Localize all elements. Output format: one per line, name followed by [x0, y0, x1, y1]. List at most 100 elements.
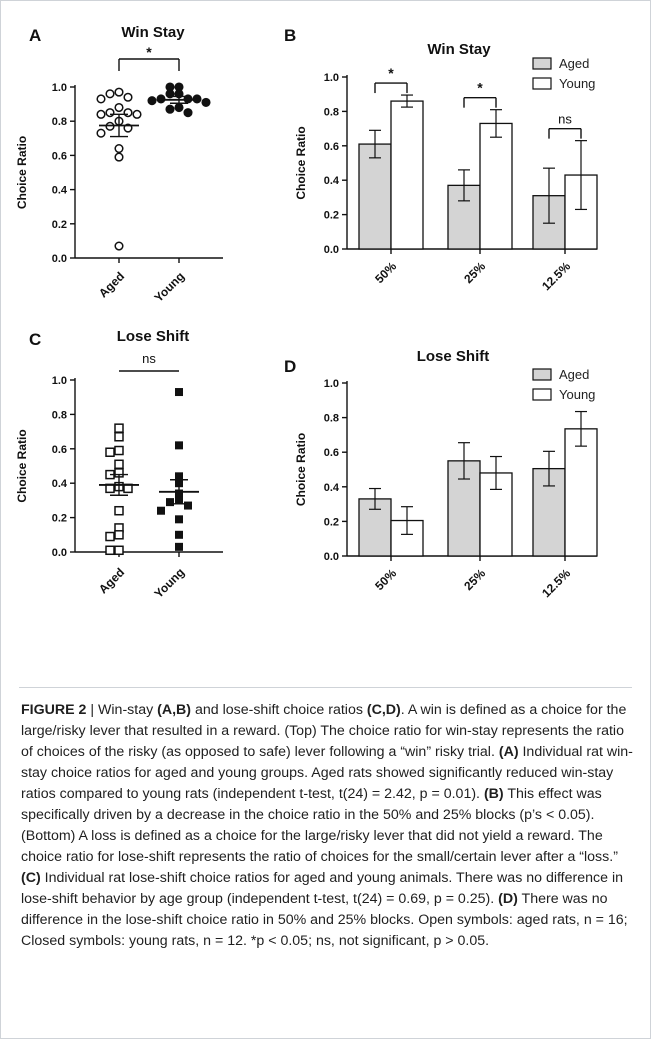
data-point: [114, 152, 124, 162]
significance-label: ns: [558, 112, 572, 127]
caption-segment: (C): [21, 870, 41, 886]
y-tick-label: 0.0: [52, 547, 67, 559]
y-tick-label: 0.0: [324, 551, 339, 563]
panel-letter-b: B: [284, 26, 296, 45]
data-point: [175, 472, 183, 481]
caption-separator: |: [86, 702, 99, 718]
y-tick-label: 0.6: [324, 141, 339, 153]
caption-segment: (B): [483, 786, 504, 802]
data-point: [114, 102, 124, 113]
panel-letter-a: A: [29, 26, 41, 45]
data-point: [132, 109, 142, 119]
y-tick-label: 0.4: [52, 185, 68, 197]
data-point: [175, 542, 183, 551]
data-point: [123, 92, 133, 102]
bar-aged: [358, 143, 392, 250]
caption-segment: There was no difference in the lose-shif…: [21, 891, 628, 949]
data-point: [175, 530, 183, 539]
legend-swatch-aged: [532, 368, 552, 381]
y-tick-label: 0.2: [324, 210, 339, 222]
data-point: [114, 445, 124, 456]
caption-segment: (A): [498, 744, 519, 760]
significance-label: *: [477, 80, 483, 96]
y-tick-label: 0.8: [324, 413, 339, 425]
y-tick-label: 1.0: [324, 378, 339, 390]
legend-swatch-young: [532, 388, 552, 401]
caption-segment: Win-stay: [98, 702, 158, 718]
data-point: [184, 501, 192, 510]
panel-letter-d: D: [284, 357, 296, 376]
x-tick-label: 50%: [372, 259, 399, 286]
data-point: [157, 506, 165, 515]
data-point: [201, 97, 211, 107]
data-point: [105, 545, 115, 556]
x-tick-label: Aged: [96, 269, 127, 300]
y-axis-label: Choice Ratio: [15, 429, 29, 502]
data-point: [114, 432, 124, 442]
y-axis-label: Choice Ratio: [294, 433, 308, 506]
data-point: [114, 459, 124, 470]
x-tick-label: 12.5%: [539, 259, 573, 293]
data-point: [96, 109, 106, 119]
legend-swatch-young: [532, 77, 552, 90]
data-point: [96, 94, 106, 104]
caption-segment: (A,B): [157, 702, 192, 718]
data-point: [175, 388, 183, 397]
significance-label: *: [146, 44, 152, 60]
data-point: [105, 89, 115, 99]
chart-title: Win Stay: [121, 24, 185, 41]
caption-segment: . A win is defined as a choice for the l…: [21, 702, 627, 760]
x-tick-label: 25%: [461, 566, 488, 593]
legend-label: Young: [559, 76, 595, 91]
y-tick-label: 0.4: [324, 175, 340, 187]
y-tick-label: 0.8: [52, 409, 67, 421]
data-point: [123, 108, 133, 118]
legend-label: Aged: [559, 367, 589, 382]
data-point: [114, 530, 124, 540]
bar-young: [479, 122, 513, 250]
bar-young: [564, 428, 598, 557]
caption-segment: This effect was specifically driven by a…: [21, 786, 618, 865]
y-tick-label: 0.4: [324, 482, 340, 494]
y-tick-label: 0.6: [52, 150, 67, 162]
legend-label: Aged: [559, 56, 589, 71]
y-tick-label: 1.0: [324, 72, 339, 84]
y-tick-label: 0.6: [324, 447, 339, 459]
caption-segment: Individual rat win-stay choice ratios fo…: [21, 744, 633, 802]
y-tick-label: 0.4: [52, 478, 68, 490]
x-tick-label: 25%: [461, 259, 488, 286]
bar-young: [390, 100, 424, 250]
data-point: [105, 108, 115, 118]
significance-label: ns: [142, 351, 156, 366]
figure-charts: A Win Stay Choice Ratio 0.0 0.2 0.4 0.6 0.8 1.0 A…: [15, 24, 598, 601]
y-tick-label: 0.2: [52, 513, 67, 525]
x-tick-label: Young: [151, 565, 187, 601]
data-point: [114, 545, 124, 556]
legend-swatch-aged: [532, 57, 552, 70]
data-point: [114, 423, 124, 433]
data-point: [183, 108, 193, 118]
data-point: [105, 531, 115, 542]
x-tick-label: Aged: [96, 565, 127, 596]
chart-title: Lose Shift: [117, 328, 190, 345]
y-axis-label: Choice Ratio: [294, 126, 308, 199]
caption-segment: (C,D): [366, 702, 401, 718]
chart-title: Lose Shift: [417, 348, 490, 365]
caption-segment: and lose-shift choice ratios: [191, 702, 367, 718]
y-tick-label: 0.2: [52, 219, 67, 231]
y-tick-label: 0.8: [52, 116, 67, 128]
data-point: [105, 447, 115, 457]
x-tick-label: 12.5%: [539, 566, 573, 600]
x-tick-label: 50%: [372, 566, 399, 593]
data-point: [96, 128, 106, 138]
y-tick-label: 0.2: [324, 516, 339, 528]
x-tick-label: Young: [151, 269, 187, 305]
data-point: [114, 144, 124, 154]
figure-caption: FIGURE 2 | Win-stay (A,B) and lose-shift…: [21, 700, 633, 952]
data-point: [175, 441, 183, 450]
y-tick-label: 0.0: [324, 244, 339, 256]
y-tick-label: 0.8: [324, 106, 339, 118]
caption-segment: Individual rat lose-shift choice ratios …: [21, 870, 623, 907]
y-tick-label: 1.0: [52, 82, 67, 94]
